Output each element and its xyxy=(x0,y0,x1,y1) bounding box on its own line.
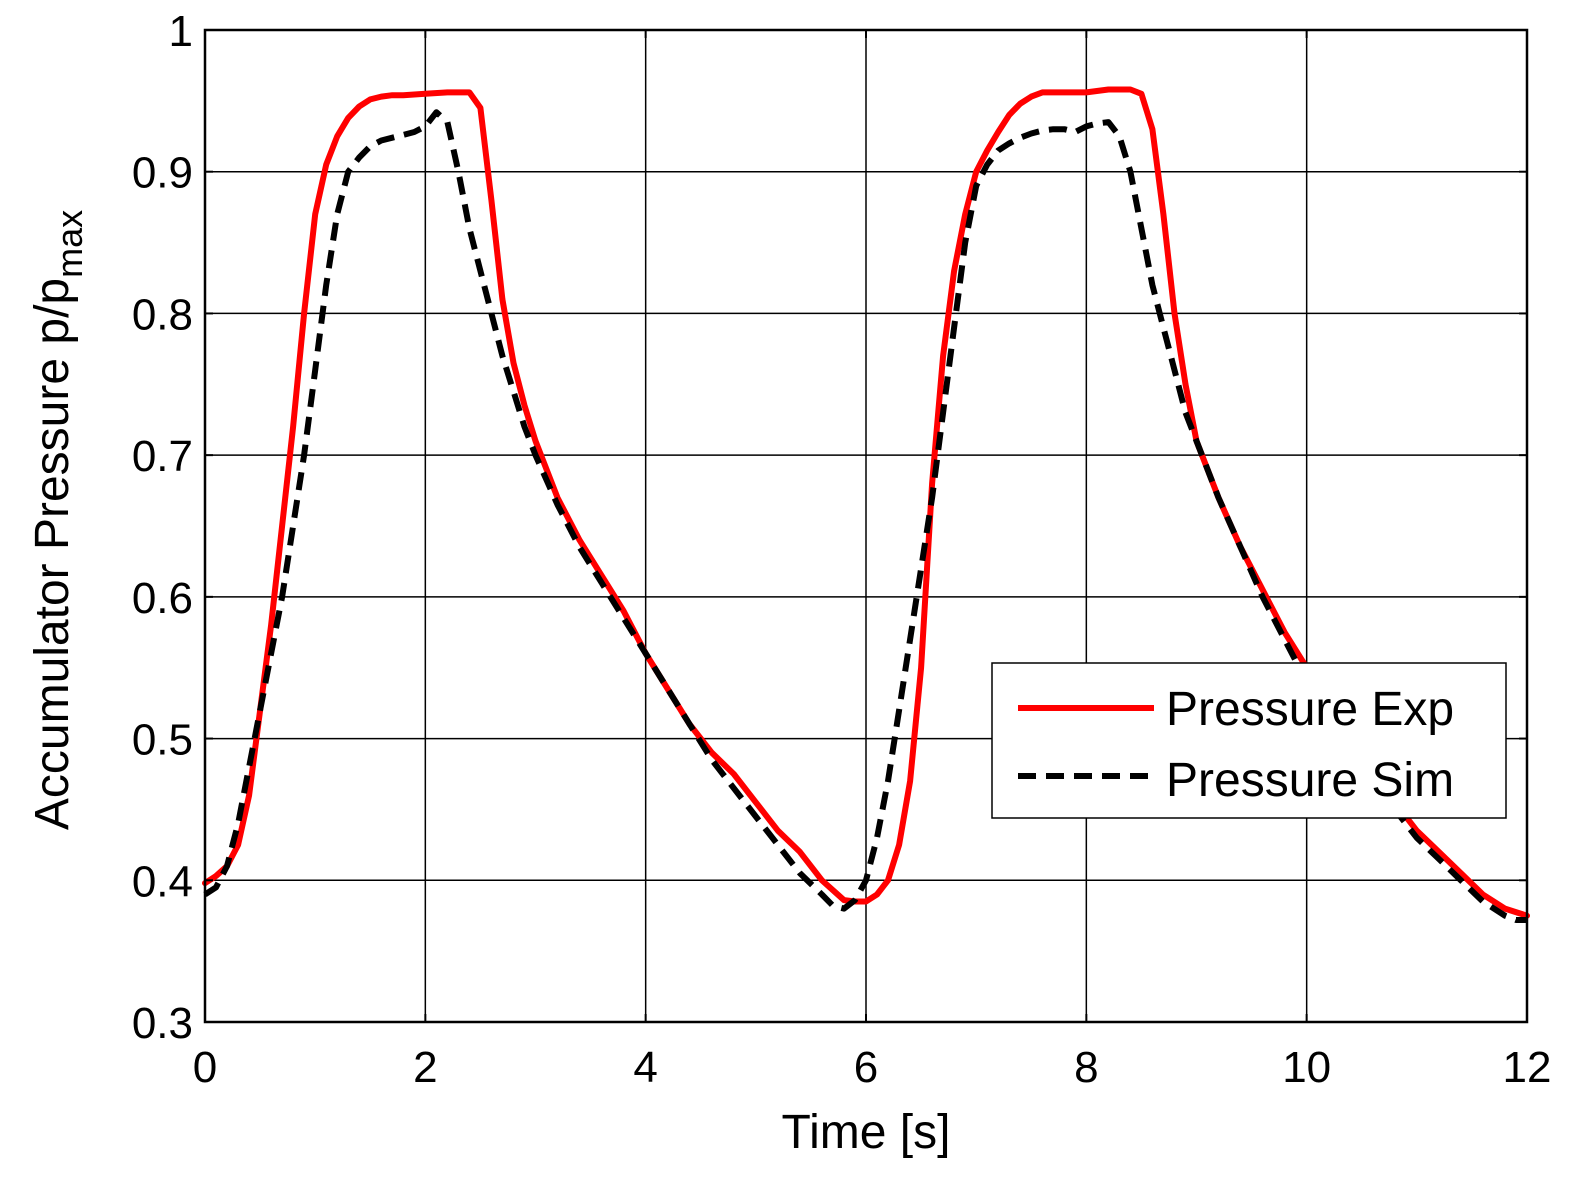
plot-lines xyxy=(202,86,1530,923)
y-axis-ticks: 0.3 0.4 0.5 0.6 0.7 0.8 0.9 1 xyxy=(132,7,1527,1048)
y-tick-label: 0.3 xyxy=(132,999,193,1048)
y-tick-label: 0.8 xyxy=(132,290,193,339)
y-tick-label: 0.9 xyxy=(132,149,193,198)
y-axis-title-main: Accumulator Pressure p/p xyxy=(26,278,79,830)
x-tick-label: 4 xyxy=(633,1043,657,1092)
legend-label-exp: Pressure Exp xyxy=(1166,683,1454,736)
legend-label-sim: Pressure Sim xyxy=(1166,754,1454,807)
y-tick-label: 0.5 xyxy=(132,716,193,765)
x-tick-label: 0 xyxy=(193,1043,217,1092)
y-tick-label: 1 xyxy=(169,7,193,56)
y-axis-title-subscript: max xyxy=(49,210,90,278)
legend: Pressure Exp Pressure Sim xyxy=(991,662,1507,819)
x-tick-label: 6 xyxy=(854,1043,878,1092)
x-tick-label: 10 xyxy=(1282,1043,1331,1092)
x-tick-label: 2 xyxy=(413,1043,437,1092)
x-axis-title: Time [s] xyxy=(782,1106,951,1159)
legend-box xyxy=(991,662,1507,819)
y-tick-label: 0.7 xyxy=(132,432,193,481)
y-tick-label: 0.4 xyxy=(132,857,193,906)
x-tick-label: 8 xyxy=(1074,1043,1098,1092)
series-line-pressure-sim xyxy=(203,109,1527,923)
y-axis-title: Accumulator Pressure p/pmax xyxy=(26,210,90,830)
x-axis-ticks: 0 2 4 6 8 10 12 xyxy=(193,30,1552,1092)
x-tick-label: 12 xyxy=(1503,1043,1552,1092)
y-tick-label: 0.6 xyxy=(132,574,193,623)
